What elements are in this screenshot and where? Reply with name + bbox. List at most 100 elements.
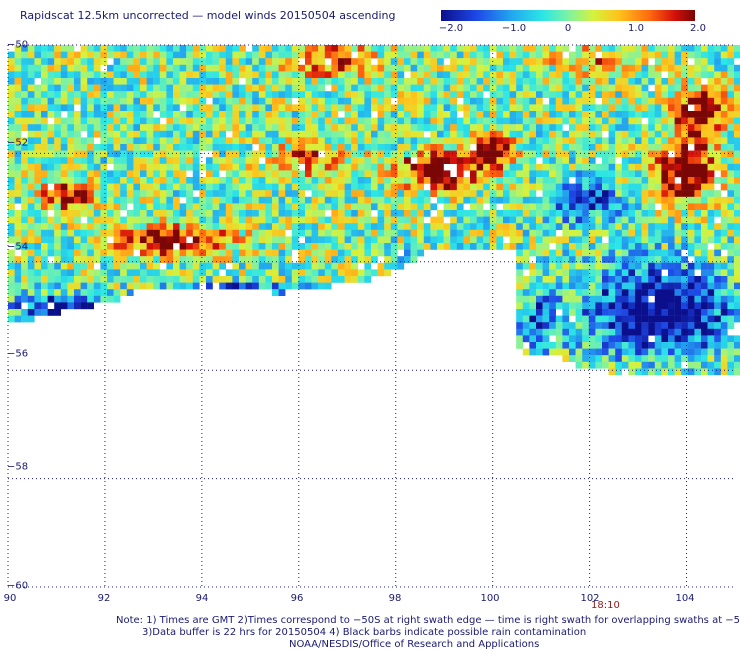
wind-cell: [311, 45, 319, 52]
wind-cell: [100, 295, 108, 303]
wind-cell: [278, 64, 286, 72]
wind-cell: [265, 64, 273, 72]
wind-cell: [470, 196, 477, 204]
wind-cell: [113, 111, 121, 118]
wind-cell: [206, 137, 213, 145]
wind-cell: [54, 144, 61, 151]
wind-cell: [186, 45, 193, 52]
wind-cell: [206, 117, 213, 125]
wind-cell: [496, 150, 504, 158]
wind-cell: [14, 289, 22, 296]
wind-cell: [265, 78, 273, 85]
wind-cell: [417, 249, 424, 257]
wind-cell: [430, 137, 438, 145]
wind-cell: [727, 269, 735, 277]
wind-cell: [569, 117, 576, 125]
wind-cell: [397, 196, 405, 204]
wind-cell: [595, 196, 603, 204]
wind-cell: [687, 262, 695, 270]
wind-cell: [179, 262, 187, 270]
wind-cell: [608, 196, 616, 204]
wind-cell: [404, 144, 411, 151]
wind-cell: [476, 190, 484, 197]
wind-cell: [140, 196, 147, 204]
wind-cell: [404, 177, 411, 184]
wind-cell: [8, 170, 15, 178]
wind-cell: [338, 91, 345, 98]
wind-cell: [734, 71, 740, 79]
wind-cell: [239, 84, 246, 92]
wind-cell: [311, 150, 319, 158]
wind-cell: [443, 144, 451, 151]
wind-cell: [186, 64, 193, 72]
wind-cell: [27, 249, 35, 257]
wind-cell: [291, 130, 299, 138]
wind-cell: [450, 124, 457, 131]
wind-cell: [582, 210, 589, 217]
wind-cell: [489, 137, 497, 145]
wind-cell: [245, 150, 253, 158]
wind-cell: [159, 236, 167, 244]
wind-cell: [140, 276, 147, 283]
wind-cell: [54, 163, 61, 171]
wind-cell: [503, 51, 510, 59]
wind-cell: [430, 130, 438, 138]
wind-cell: [87, 58, 94, 65]
wind-cell: [397, 97, 405, 105]
wind-cell: [47, 190, 55, 197]
wind-cell: [608, 328, 616, 336]
wind-cell: [212, 157, 220, 164]
wind-cell: [21, 236, 28, 244]
wind-cell: [87, 45, 94, 52]
wind-cell: [714, 51, 721, 59]
wind-cell: [483, 78, 490, 85]
wind-cell: [245, 117, 253, 125]
wind-cell: [14, 124, 22, 131]
wind-cell: [635, 315, 642, 323]
wind-cell: [21, 210, 28, 217]
wind-cell: [140, 163, 147, 171]
wind-cell: [113, 78, 121, 85]
wind-cell: [687, 309, 695, 316]
wind-cell: [272, 236, 279, 244]
wind-cell: [628, 309, 636, 316]
wind-cell: [443, 236, 451, 244]
wind-cell: [608, 223, 616, 230]
wind-cell: [707, 71, 715, 79]
wind-cell: [423, 91, 431, 98]
wind-cell: [423, 203, 431, 211]
wind-cell: [410, 216, 418, 224]
wind-cell: [351, 256, 358, 263]
wind-cell: [166, 243, 174, 250]
wind-cell: [727, 163, 735, 171]
wind-cell: [621, 289, 629, 296]
wind-cell: [67, 282, 75, 290]
wind-cell: [252, 51, 259, 59]
wind-cell: [364, 58, 372, 65]
wind-cell: [654, 111, 662, 118]
wind-cell: [536, 282, 543, 290]
wind-cell: [727, 322, 735, 329]
wind-cell: [47, 269, 55, 277]
wind-cell: [100, 196, 108, 204]
wind-cell: [562, 203, 570, 211]
wind-cell: [74, 243, 81, 250]
wind-cell: [608, 71, 616, 79]
wind-cell: [107, 78, 114, 85]
wind-cell: [126, 144, 134, 151]
wind-cell: [529, 190, 537, 197]
wind-cell: [463, 97, 471, 105]
wind-cell: [146, 124, 154, 131]
wind-cell: [357, 196, 365, 204]
wind-cell: [60, 144, 68, 151]
wind-cell: [575, 256, 583, 263]
wind-cell: [87, 216, 94, 224]
wind-cell: [734, 282, 740, 290]
wind-cell: [390, 84, 398, 92]
wind-cell: [529, 51, 537, 59]
wind-cell: [687, 84, 695, 92]
wind-cell: [496, 51, 504, 59]
wind-cell: [654, 342, 662, 349]
wind-cell: [371, 216, 378, 224]
wind-cell: [179, 177, 187, 184]
